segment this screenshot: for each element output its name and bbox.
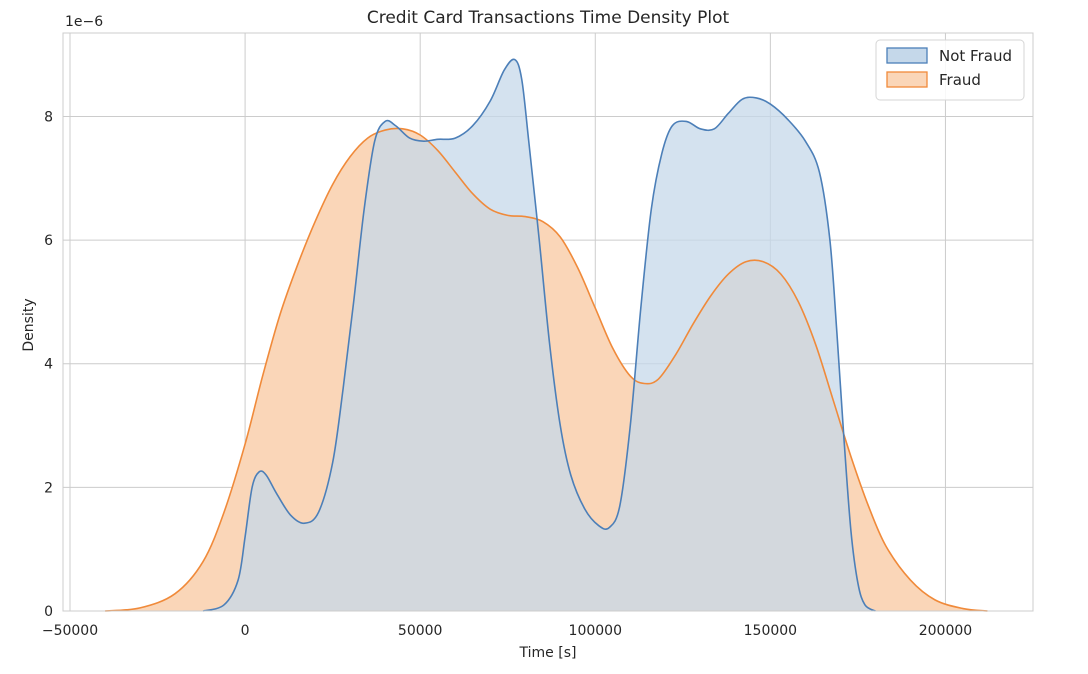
legend-swatch-fraud — [886, 71, 928, 88]
plot-frame — [62, 32, 1034, 612]
x-tick-label: 150000 — [744, 623, 797, 639]
area-fill-not-fraud — [203, 59, 876, 611]
y-tick-label: 4 — [44, 357, 53, 373]
legend: Not Fraud Fraud — [875, 39, 1025, 101]
density-line-fraud — [104, 127, 988, 612]
y-axis-label: Density — [21, 298, 37, 351]
y-tick-label: 8 — [44, 109, 53, 125]
density-line-not-fraud — [202, 58, 876, 612]
legend-label-not-fraud: Not Fraud — [939, 47, 1012, 65]
x-tick-label: 100000 — [569, 623, 622, 639]
y-tick-label: 0 — [44, 604, 53, 620]
x-tick-label: −50000 — [42, 623, 98, 639]
x-tick-label: 200000 — [919, 623, 972, 639]
y-axis-ticks: 0 2 4 6 8 — [44, 109, 53, 620]
y-offset-label: 1e−6 — [65, 14, 103, 30]
legend-swatch-not-fraud — [886, 47, 928, 64]
y-tick-label: 2 — [44, 480, 53, 496]
x-axis-ticks: −50000 0 50000 100000 150000 200000 — [42, 623, 972, 639]
density-areas — [104, 58, 988, 612]
x-axis-label: Time [s] — [519, 645, 577, 661]
x-tick-label: 0 — [241, 623, 250, 639]
x-tick-label: 50000 — [398, 623, 443, 639]
chart-title: Credit Card Transactions Time Density Pl… — [367, 8, 730, 28]
y-tick-label: 6 — [44, 233, 53, 249]
legend-label-fraud: Fraud — [939, 71, 981, 89]
